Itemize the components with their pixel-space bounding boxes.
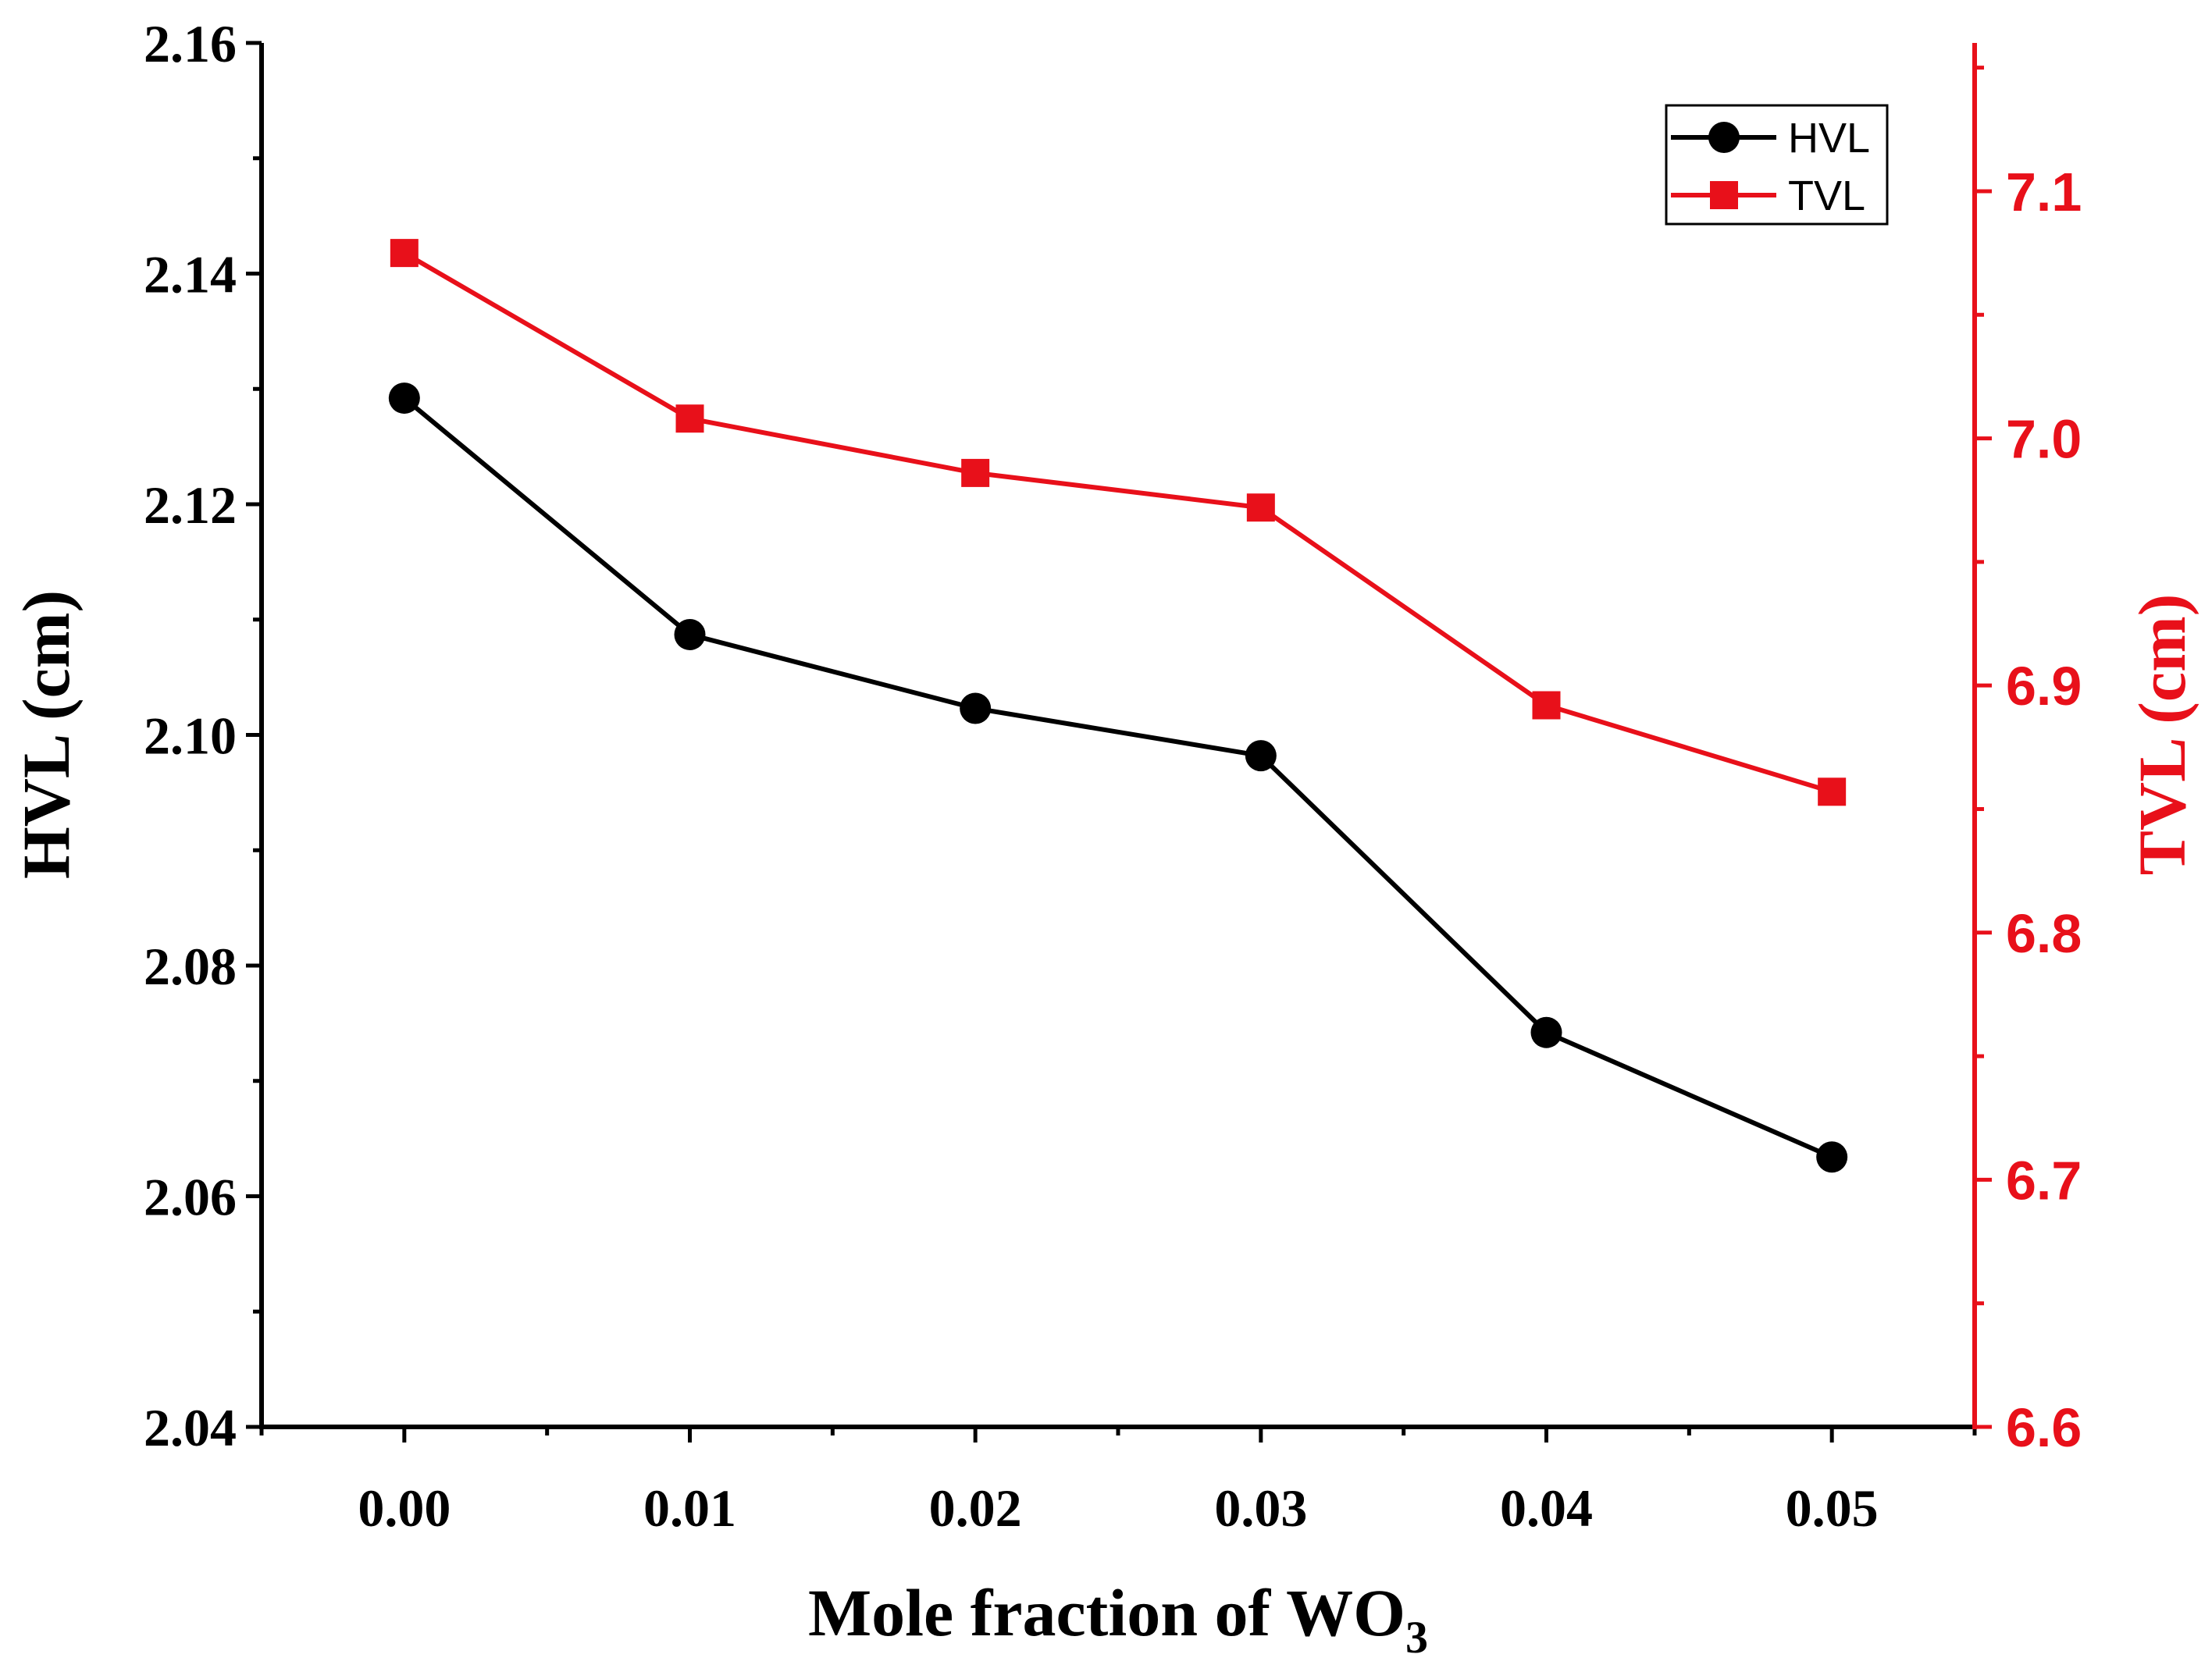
x-tick-label: 0.03	[1214, 1478, 1307, 1538]
right-axis-ticks: 6.6 6.7 6.8 6.9 7.0 7.1	[1975, 66, 2082, 1458]
tvl-line	[403, 251, 1833, 795]
right-tick-label: 6.9	[2006, 656, 2082, 717]
hvl-point	[960, 692, 992, 724]
tvl-point	[961, 458, 990, 487]
right-axis-title: TVL (cm)	[2125, 594, 2200, 876]
left-tick-label: 2.12	[144, 475, 237, 535]
legend: HVL TVL	[1665, 104, 1889, 226]
legend-box	[1665, 104, 1889, 226]
hvl-line	[402, 396, 1833, 1160]
x-tick-label: 0.00	[358, 1478, 451, 1538]
tvl-point	[1532, 691, 1561, 720]
series-layer	[388, 239, 1848, 1173]
hvl-point	[1816, 1141, 1848, 1173]
x-axis-title-subscript: 3	[1405, 1612, 1428, 1663]
right-tick-label: 7.1	[2006, 162, 2082, 222]
left-tick-label: 2.04	[144, 1398, 237, 1457]
left-axis-title: HVL (cm)	[9, 590, 84, 879]
legend-entry-hvl: HVL	[1671, 115, 1870, 162]
legend-tvl-label: TVL	[1788, 173, 1865, 219]
legend-tvl-marker	[1710, 181, 1738, 209]
x-tick-label: 0.04	[1500, 1478, 1593, 1538]
legend-hvl-marker	[1708, 122, 1740, 153]
right-tick-label: 6.6	[2006, 1397, 2082, 1458]
x-tick-label: 0.01	[643, 1478, 736, 1538]
x-axis-title-main: Mole fraction of WO	[808, 1575, 1405, 1650]
x-axis-ticks: 0.00 0.01 0.02 0.03 0.04 0.05	[259, 1427, 1977, 1538]
x-axis-title: Mole fraction of WO3	[808, 1575, 1428, 1663]
x-tick-label: 0.05	[1786, 1478, 1879, 1538]
tvl-point	[390, 239, 419, 268]
left-tick-label: 2.06	[144, 1168, 237, 1227]
left-tick-label: 2.14	[144, 245, 237, 304]
tvl-point	[1246, 493, 1275, 522]
hvl-point	[1530, 1016, 1562, 1048]
tvl-point	[675, 404, 704, 433]
left-axis-ticks: 2.04 2.06 2.08 2.10 2.12 2.14 2.16	[144, 14, 262, 1457]
legend-entry-tvl: TVL	[1671, 173, 1865, 219]
legend-hvl-label: HVL	[1788, 115, 1870, 162]
x-tick-label: 0.02	[929, 1478, 1022, 1538]
tvl-point	[1818, 777, 1847, 806]
right-tick-label: 6.8	[2006, 903, 2082, 964]
hvl-point	[388, 382, 420, 414]
left-tick-label: 2.10	[144, 706, 237, 766]
left-tick-label: 2.08	[144, 937, 237, 996]
right-tick-label: 7.0	[2006, 409, 2082, 470]
right-tick-label: 6.7	[2006, 1150, 2082, 1211]
hvl-point	[1245, 740, 1277, 772]
hvl-point	[674, 618, 706, 650]
left-tick-label: 2.16	[144, 14, 237, 73]
